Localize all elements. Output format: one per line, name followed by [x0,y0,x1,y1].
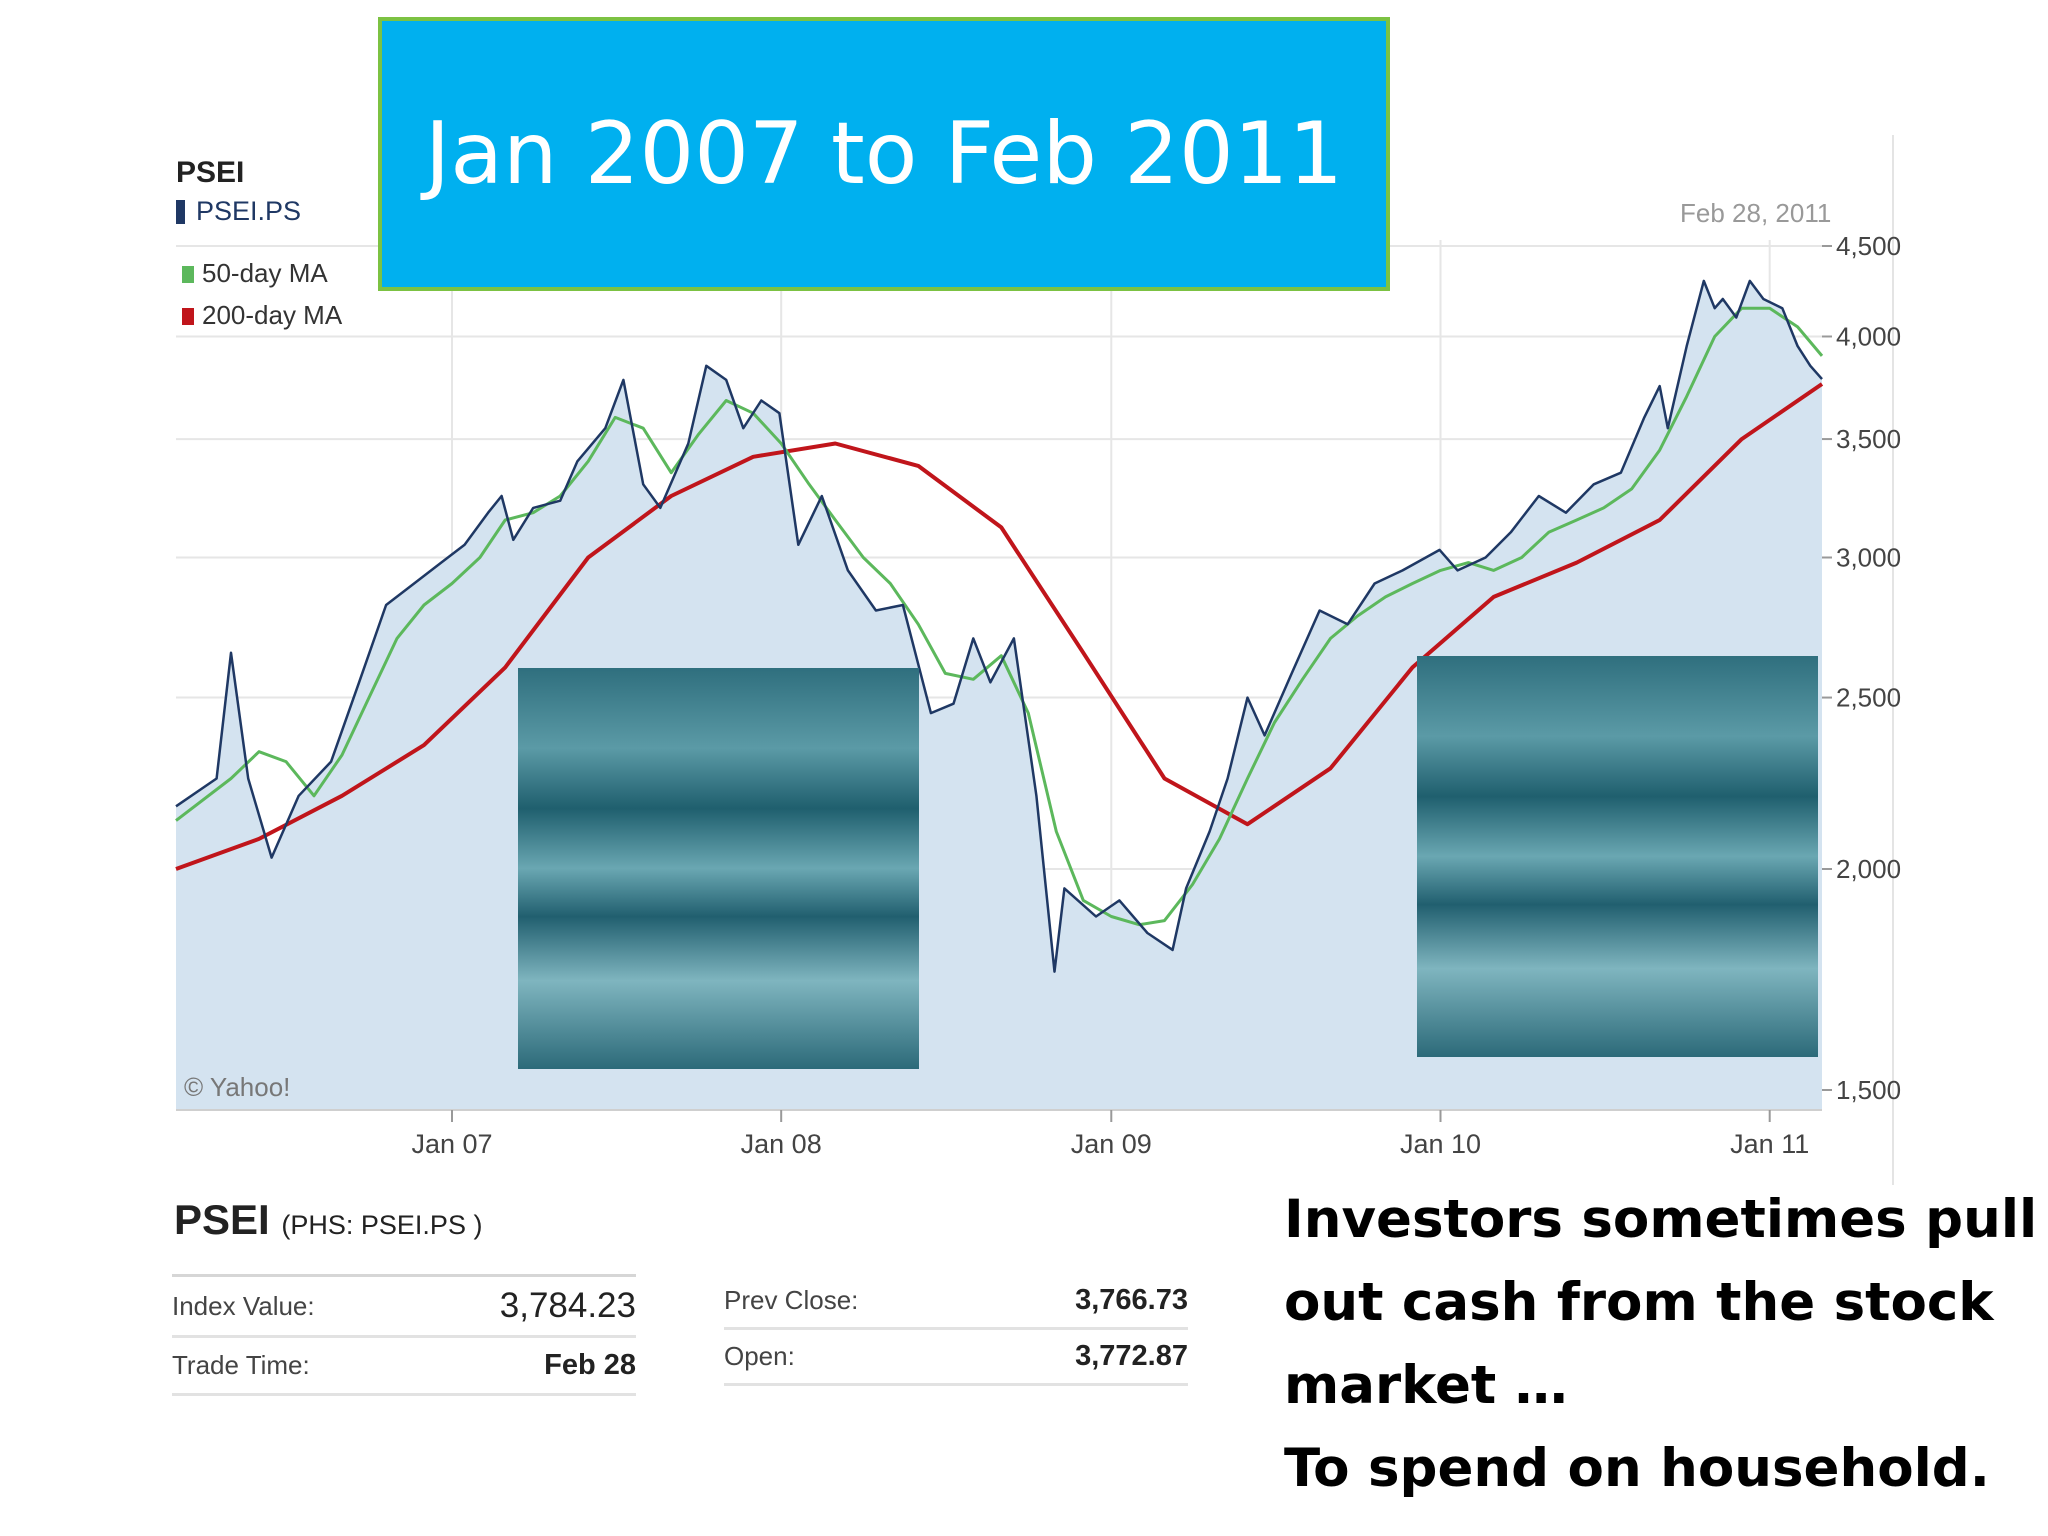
chart-symbol[interactable]: PSEI.PS [196,196,302,226]
chart-credit: © Yahoo! [184,1072,291,1102]
index-value: 3,784.23 [499,1286,636,1325]
y-tick-label: 4,000 [1836,321,1901,351]
chart-ticker: PSEI [176,156,245,189]
y-tick-label: 2,000 [1836,854,1901,884]
y-tick-label: 2,500 [1836,683,1901,713]
chart-date: Feb 28, 2011 [1680,198,1832,228]
quote-exchange: (PHS: PSEI.PS ) [281,1210,483,1240]
open-value: 3,772.87 [1075,1340,1188,1372]
quote-title: PSEI (PHS: PSEI.PS ) [174,1196,482,1244]
caption-line-1: Investors sometimes pull [1284,1189,2038,1250]
legend-price-swatch [176,200,185,224]
water-image-left [518,668,919,1069]
caption-line-3: market … [1284,1355,1568,1416]
x-tick-label: Jan 08 [741,1129,822,1159]
y-tick-label: 3,000 [1836,542,1901,572]
trade-time-label: Trade Time: [172,1350,310,1380]
trade-time-row: Trade Time: Feb 28 [172,1338,636,1396]
ma200-line [175,382,1824,871]
quote-table-right: Prev Close: 3,766.73 Open: 3,772.87 [724,1274,1188,1386]
y-axis: 1,500 2,000 2,500 3,000 3,500 4,000 4,500 [1822,231,1901,1105]
x-tick-label: Jan 07 [411,1129,492,1159]
chart-legend: 50-day MA 200-day MA [176,200,343,330]
water-image-right [1417,656,1818,1057]
quote-name: PSEI [174,1196,270,1243]
y-tick-label: 1,500 [1836,1075,1901,1105]
trade-time: Feb 28 [544,1349,636,1381]
x-tick-label: Jan 09 [1071,1129,1152,1159]
legend-ma200-label: 200-day MA [202,300,343,330]
y-tick-label: 3,500 [1836,424,1901,454]
legend-ma50-label: 50-day MA [202,258,328,288]
index-value-label: Index Value: [172,1290,315,1321]
x-tick-label: Jan 10 [1400,1129,1481,1159]
quote-table-left: Index Value: 3,784.23 Trade Time: Feb 28 [172,1274,636,1396]
open-label: Open: [724,1341,795,1371]
legend-ma50-swatch [182,266,194,283]
x-tick-label: Jan 11 [1730,1129,1809,1159]
open-row: Open: 3,772.87 [724,1330,1188,1386]
price-line [175,279,1823,973]
slide-title-box: Jan 2007 to Feb 2011 [378,17,1390,291]
prev-close-label: Prev Close: [724,1285,859,1315]
caption-line-4: To spend on household. [1284,1438,1990,1499]
legend-ma200-swatch [182,308,194,325]
prev-close: 3,766.73 [1075,1284,1188,1316]
y-tick-label: 4,500 [1836,231,1901,261]
slide-title: Jan 2007 to Feb 2011 [424,104,1344,204]
index-value-row: Index Value: 3,784.23 [172,1277,636,1338]
caption-line-2: out cash from the stock [1284,1272,1994,1333]
ma50-line [175,306,1824,927]
slide-caption: Investors sometimes pull out cash from t… [1284,1178,2044,1510]
prev-close-row: Prev Close: 3,766.73 [724,1274,1188,1330]
x-axis: Jan 07 Jan 08 Jan 09 Jan 10 Jan 11 [411,1110,1809,1159]
